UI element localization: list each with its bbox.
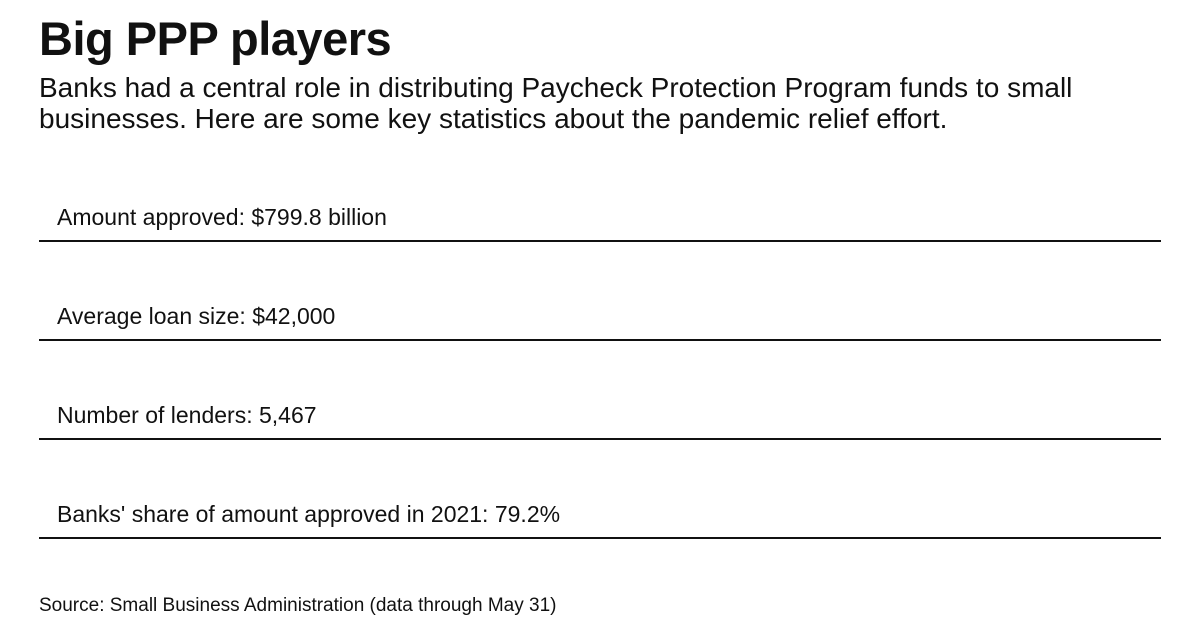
stat-text: Amount approved: $799.8 billion [57,204,387,230]
stat-text: Average loan size: $42,000 [57,303,336,329]
stat-row-banks-share: Banks' share of amount approved in 2021:… [39,442,1161,539]
stat-row-number-of-lenders: Number of lenders: 5,467 [39,343,1161,440]
stat-text: Banks' share of amount approved in 2021:… [57,501,561,527]
page-subtitle: Banks had a central role in distributing… [39,72,1073,134]
stat-row-amount-approved: Amount approved: $799.8 billion [39,190,1161,242]
stat-row-average-loan-size: Average loan size: $42,000 [39,244,1161,341]
page-title: Big PPP players [39,12,392,65]
stats-list: Amount approved: $799.8 billion Average … [39,190,1161,541]
stat-text: Number of lenders: 5,467 [57,402,317,428]
source-note: Source: Small Business Administration (d… [39,595,557,616]
